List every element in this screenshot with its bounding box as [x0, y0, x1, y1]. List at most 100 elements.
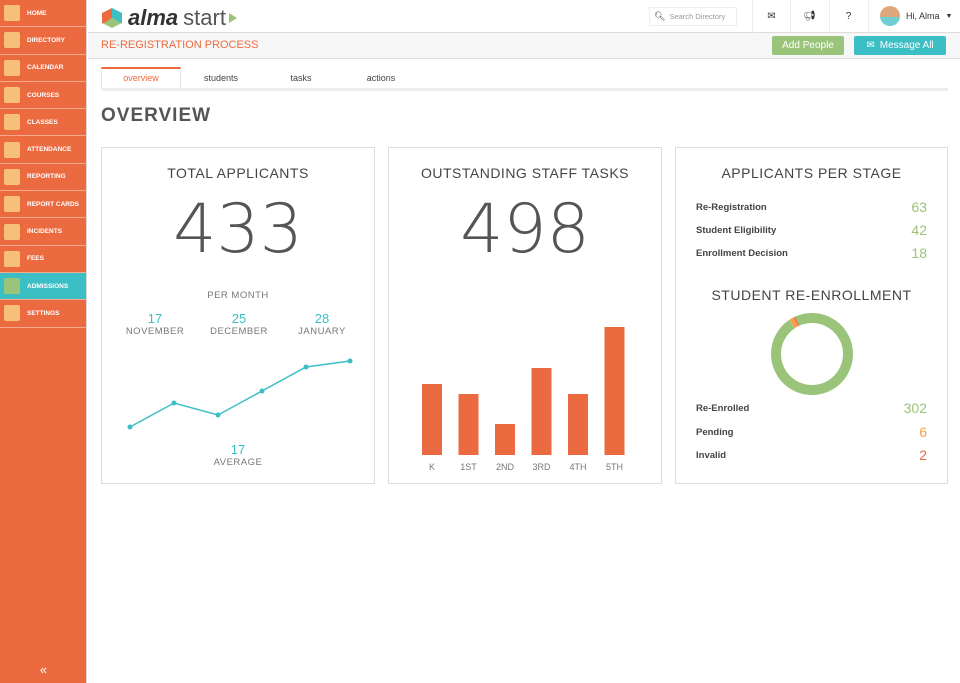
calendar-icon	[4, 59, 20, 76]
user-menu[interactable]: Hi, Alma ▼	[880, 6, 952, 26]
sidebar-item-directory[interactable]: DIRECTORY	[0, 27, 86, 55]
sidebar-item-attendance[interactable]: ATTENDANCE	[0, 136, 86, 164]
logo-play-icon	[228, 13, 237, 23]
message-all-button[interactable]: ✉ Message All	[854, 36, 946, 55]
reenrollment-title: STUDENT RE-ENROLLMENT	[711, 287, 912, 303]
total-applicants-value: 433	[173, 190, 303, 269]
bar-K	[422, 384, 442, 455]
month-value: 28	[314, 311, 330, 326]
tab-students[interactable]: students	[203, 73, 239, 83]
sidebar-item-settings[interactable]: SETTINGS	[0, 300, 86, 328]
search-input[interactable]: 🔍︎ Search Directory	[649, 7, 737, 26]
card-title: TOTAL APPLICANTS	[167, 165, 309, 181]
month-label: JANUARY	[298, 326, 346, 337]
sidebar-item-report-cards[interactable]: REPORT CARDS	[0, 191, 86, 219]
schoolhouse-icon	[4, 5, 20, 22]
sidebar-item-label: SETTINGS	[27, 309, 60, 317]
caret-down-icon: ▼	[945, 12, 953, 20]
report-icon	[4, 168, 20, 185]
bar-3RD	[531, 368, 552, 455]
line-point	[127, 424, 133, 430]
line-point	[259, 388, 265, 394]
stage-row: Re-Registration 63	[696, 199, 927, 215]
message-all-label: Message All	[879, 40, 934, 51]
average-label: AVERAGE	[213, 457, 263, 468]
bar-label: 5TH	[606, 462, 623, 472]
search-icon: 🔍︎	[654, 11, 666, 21]
sidebar-item-label: HOME	[27, 9, 47, 17]
contact-book-icon	[4, 32, 20, 49]
line-point	[171, 400, 177, 406]
courses-icon	[4, 87, 20, 104]
card-title: OUTSTANDING STAFF TASKS	[420, 165, 630, 181]
logo[interactable]: alma start	[102, 5, 237, 31]
sidebar-item-label: ADMISSIONS	[27, 282, 69, 290]
megaphone-icon[interactable]: 📢︎	[790, 0, 828, 33]
stage-label: Re-Registration	[696, 201, 767, 213]
donut-slice-pending	[789, 317, 799, 329]
sidebar-item-label: FEES	[27, 255, 44, 263]
reenroll-row: Invalid 2	[696, 447, 927, 463]
sidebar-item-label: DIRECTORY	[27, 36, 65, 44]
sidebar-item-home[interactable]: HOME	[0, 0, 86, 28]
stage-value: 63	[911, 199, 927, 215]
search-placeholder: Search Directory	[669, 12, 726, 21]
bar-1ST	[458, 394, 479, 455]
collapse-sidebar-button[interactable]: «	[39, 662, 48, 677]
warning-icon	[4, 223, 20, 240]
reenroll-value: 302	[903, 400, 927, 416]
month-label: DECEMBER	[210, 326, 268, 337]
sidebar-item-label: CALENDAR	[27, 64, 64, 72]
reenroll-label: Invalid	[696, 449, 727, 461]
tab-tasks[interactable]: tasks	[290, 73, 312, 83]
top-bar: alma start 🔍︎ Search Directory ✉ 📢︎ ? Hi,…	[88, 0, 960, 33]
stage-value: 18	[911, 245, 927, 261]
reenroll-value: 2	[919, 447, 927, 463]
mail-icon[interactable]: ✉	[752, 0, 790, 33]
help-icon[interactable]: ?	[829, 0, 867, 33]
reenroll-label: Re-Enrolled	[696, 402, 750, 414]
donut-slice-invalid	[793, 316, 800, 327]
tab-actions[interactable]: actions	[366, 73, 396, 83]
bar-4TH	[568, 394, 588, 455]
line-point	[303, 364, 309, 370]
logo-hex-icon	[102, 8, 122, 28]
logo-text-light: start	[183, 5, 226, 30]
sidebar-item-label: REPORTING	[27, 173, 66, 181]
sidebar-item-incidents[interactable]: INCIDENTS	[0, 218, 86, 246]
greeting: Hi, Alma	[906, 11, 940, 21]
sidebar-item-label: REPORT CARDS	[27, 200, 80, 208]
bar-label: 2ND	[496, 462, 515, 472]
tab-overview[interactable]: overview	[101, 67, 181, 88]
sidebar-item-reporting[interactable]: REPORTING	[0, 164, 86, 192]
sidebar-item-calendar[interactable]: CALENDAR	[0, 55, 86, 82]
sidebar-item-courses[interactable]: COURSES	[0, 82, 86, 110]
sidebar-item-admissions[interactable]: ADMISSIONS	[0, 272, 86, 301]
sidebar-item-classes[interactable]: CLASSES	[0, 109, 86, 137]
staff-tasks-card: OUTSTANDING STAFF TASKS 498 K 1ST 2ND 3RD 4T…	[388, 147, 662, 484]
sidebar-item-fees[interactable]: FEES	[0, 246, 86, 273]
mail-icon: ✉	[866, 40, 875, 51]
reenroll-value: 6	[919, 424, 927, 440]
reenroll-row: Re-Enrolled 302	[696, 400, 927, 416]
play-icon	[4, 278, 20, 295]
bar-2ND	[495, 424, 515, 455]
add-people-button[interactable]: Add People	[772, 36, 844, 55]
page-title: OVERVIEW	[101, 105, 212, 126]
staff-tasks-value: 498	[460, 190, 590, 269]
tabs: overview students tasks actions	[101, 67, 948, 91]
bar-label: 1ST	[460, 462, 477, 472]
line-point	[347, 358, 353, 364]
month-value: 17	[147, 311, 163, 326]
stage-row: Enrollment Decision 18	[696, 245, 927, 261]
reenroll-row: Pending 6	[696, 424, 927, 440]
avatar	[880, 6, 900, 26]
applicants-per-stage-card: APPLICANTS PER STAGE Re-Registration 63 S…	[675, 147, 948, 484]
settings-icon	[4, 305, 20, 322]
sidebar-item-label: CLASSES	[27, 118, 58, 126]
bar-5TH	[604, 327, 625, 455]
line-point	[215, 412, 221, 418]
bar-label: K	[429, 462, 435, 472]
stage-label: Student Eligibility	[696, 224, 777, 236]
sidebar-item-label: ATTENDANCE	[27, 146, 72, 154]
